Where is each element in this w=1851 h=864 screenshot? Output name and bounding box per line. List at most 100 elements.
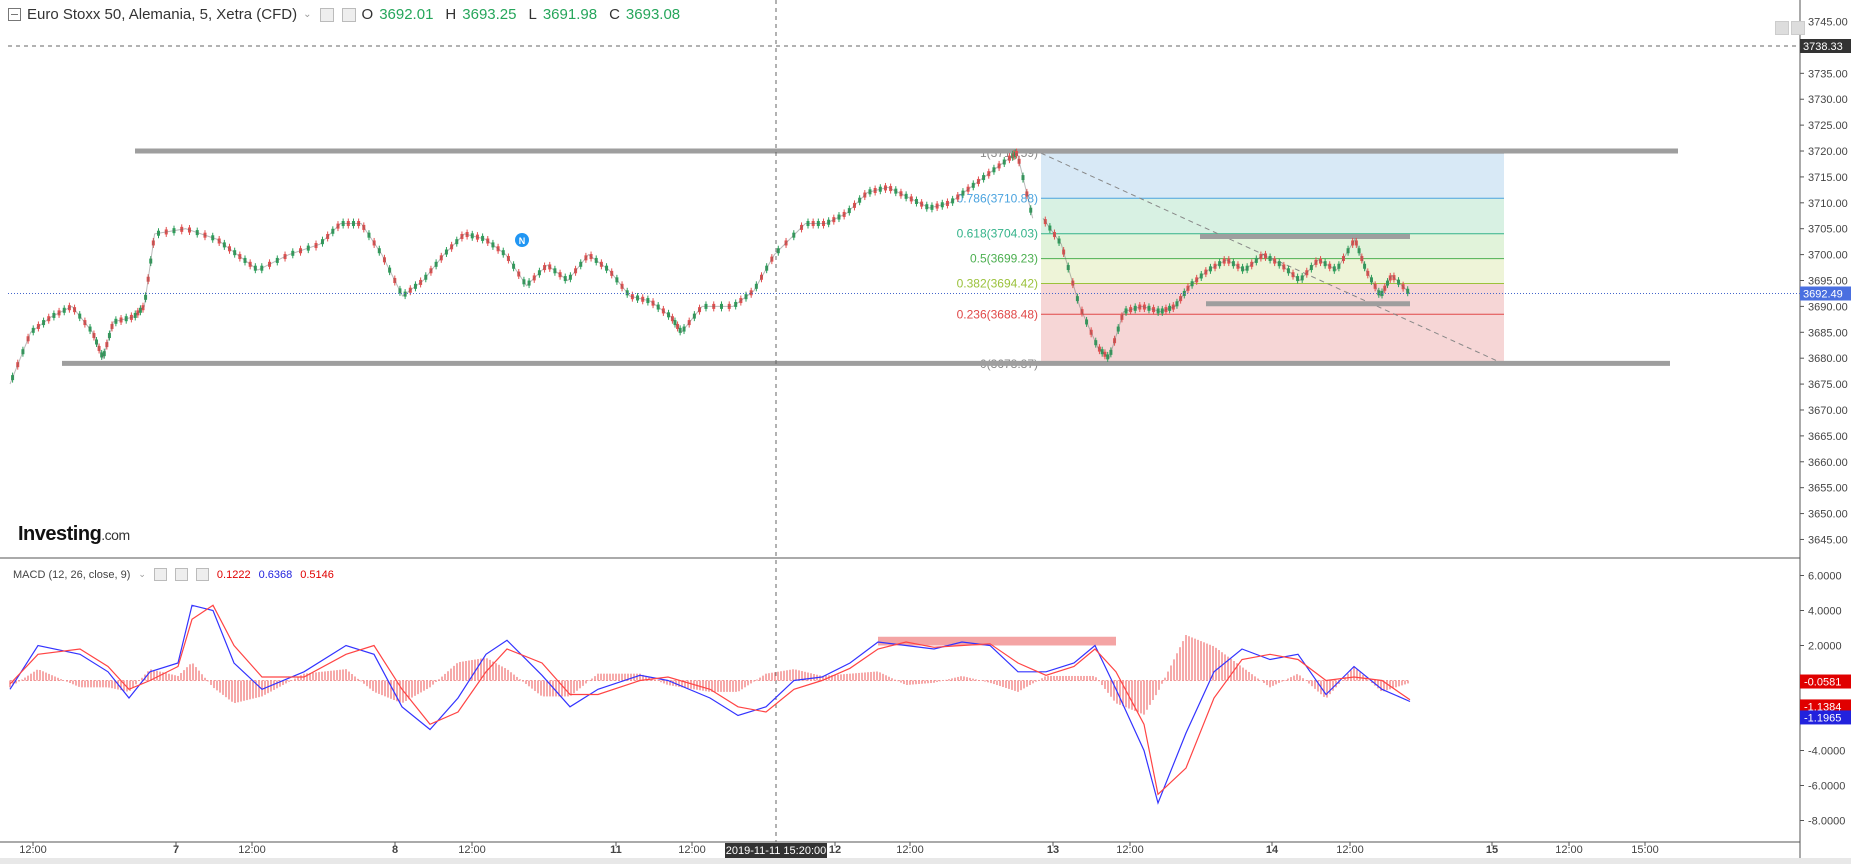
candle-body — [1397, 279, 1401, 285]
candle-body — [1241, 266, 1245, 272]
candle-body — [1296, 276, 1300, 282]
price-tick-label: 3685.00 — [1808, 327, 1848, 339]
candle-body — [52, 312, 56, 318]
candle-body — [792, 232, 796, 238]
price-tick-label: 3645.00 — [1808, 534, 1848, 546]
candle-body — [460, 233, 464, 239]
candle-body — [1204, 269, 1208, 275]
time-tick-label: 14 — [1266, 844, 1279, 856]
candle-body — [455, 239, 459, 245]
candle-body — [78, 313, 82, 319]
macd-value-tag — [1800, 699, 1851, 714]
candle-body — [770, 256, 774, 262]
candle-body — [306, 245, 310, 251]
candle-body — [444, 249, 448, 255]
maximize-pane-icon[interactable] — [1775, 21, 1789, 35]
candle-body — [326, 233, 330, 239]
candle-body — [873, 188, 877, 194]
candle-body — [868, 189, 872, 195]
candle-body — [656, 304, 660, 310]
event-marker-circle — [515, 233, 529, 247]
restore-pane-icon[interactable] — [1791, 21, 1805, 35]
candle-body — [682, 326, 686, 332]
candle-body — [341, 221, 345, 227]
candle-body — [1227, 258, 1231, 264]
candle-body — [1066, 265, 1070, 271]
fib-zone — [1041, 258, 1504, 284]
candle-body — [164, 229, 168, 235]
price-tick-label: 3650.00 — [1808, 509, 1848, 521]
fib-level-label: 0.5(3699.23) — [970, 252, 1038, 266]
event-marker: N — [515, 233, 529, 247]
candle-body — [1245, 265, 1249, 271]
price-tick-label: 3675.00 — [1808, 379, 1848, 391]
candle-body — [992, 167, 996, 173]
settings-icon[interactable] — [319, 7, 334, 22]
hide-icon[interactable] — [341, 7, 356, 22]
candle-body — [1186, 285, 1190, 291]
candle-body — [605, 265, 609, 271]
candle-body — [491, 242, 495, 248]
candle-body — [73, 307, 77, 313]
candle-body — [501, 250, 505, 256]
candle-body — [149, 258, 153, 264]
price-tick-label: 3665.00 — [1808, 431, 1848, 443]
candle-body — [883, 185, 887, 191]
candle-body — [1085, 319, 1089, 325]
candle-body — [203, 232, 207, 238]
candle-body — [377, 248, 381, 254]
time-tick-label: 12:00 — [1116, 844, 1144, 856]
hide-icon[interactable] — [174, 568, 188, 581]
candle-body — [636, 295, 640, 301]
fib-zone — [1041, 198, 1504, 234]
candle-body — [299, 248, 303, 254]
candle-body — [1332, 266, 1336, 272]
settings-icon[interactable] — [153, 568, 167, 581]
candle-body — [1152, 307, 1156, 313]
low-value: 3691.98 — [542, 6, 598, 23]
candle-body — [11, 375, 15, 381]
candle-body — [195, 230, 199, 236]
candle-body — [925, 204, 929, 210]
close-icon[interactable] — [195, 568, 209, 581]
chevron-down-icon[interactable]: ⌄ — [138, 569, 146, 579]
candle-body — [574, 268, 578, 274]
candle-body — [676, 323, 680, 329]
candle-body — [760, 274, 764, 280]
candle-body — [1025, 191, 1029, 197]
macd-tick-label: 4.0000 — [1808, 606, 1842, 618]
candle-body — [1002, 159, 1006, 165]
fib-trend-line — [1040, 152, 1505, 365]
candle-body — [62, 307, 66, 313]
price-tick-label: 3695.00 — [1808, 276, 1848, 288]
candle-body — [419, 279, 423, 285]
candle-body — [233, 250, 237, 256]
candle-body — [408, 287, 412, 293]
candle-body — [187, 227, 191, 233]
candle-body — [36, 323, 40, 329]
fib-level-label: 0.236(3688.48) — [957, 307, 1038, 321]
candle-body — [1341, 255, 1345, 261]
time-tick-label: 12:00 — [1336, 844, 1364, 856]
candle-body — [517, 271, 521, 277]
collapse-icon[interactable] — [8, 8, 21, 21]
candle-body — [100, 352, 104, 358]
candle-body — [1268, 255, 1272, 261]
candle-body — [1305, 270, 1309, 276]
candle-body — [1254, 257, 1258, 263]
candle-body — [1392, 275, 1396, 281]
candle-body — [712, 303, 716, 309]
chevron-down-icon[interactable]: ⌄ — [303, 9, 312, 20]
candle-body — [920, 201, 924, 207]
candle-body — [584, 255, 588, 261]
candle-body — [496, 246, 500, 252]
candle-body — [1080, 309, 1084, 315]
time-tick-label: 12:00 — [896, 844, 924, 856]
candle-body — [1133, 305, 1137, 311]
candle-body — [1314, 259, 1318, 265]
candle-body — [238, 254, 242, 260]
candle-body — [172, 228, 176, 234]
candle-body — [1388, 275, 1392, 281]
